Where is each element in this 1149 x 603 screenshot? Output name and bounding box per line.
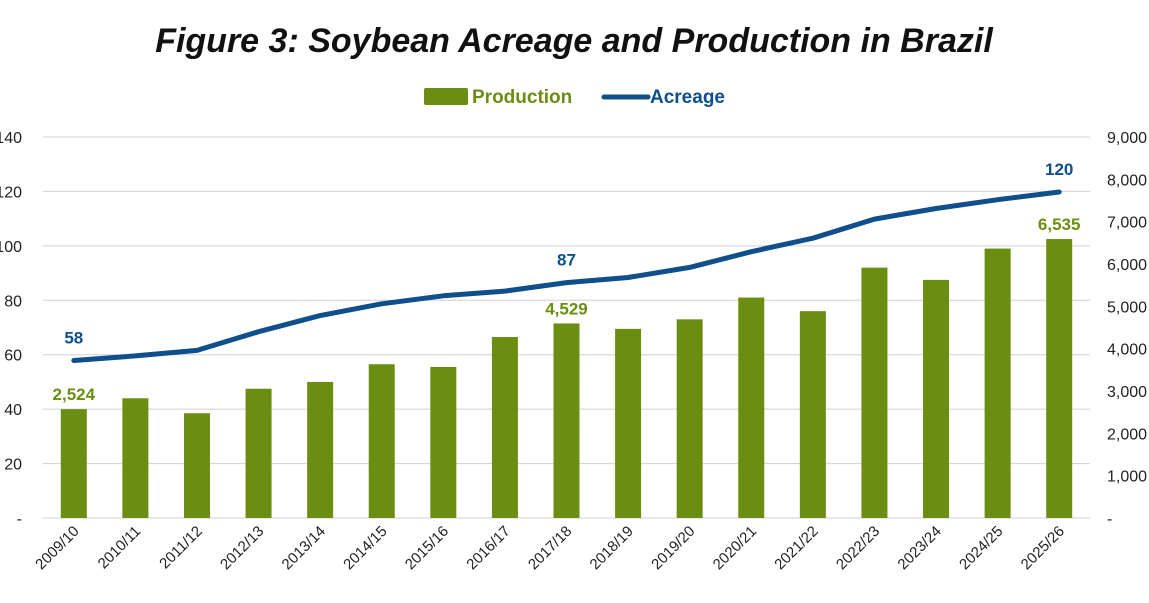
acreage-data-label: 120 xyxy=(1045,160,1073,179)
acreage-data-label: 58 xyxy=(64,329,83,348)
left-tick-label: 140 xyxy=(0,130,22,147)
production-bar xyxy=(60,409,87,518)
production-bar xyxy=(183,413,210,518)
right-tick-label: 1,000 xyxy=(1107,469,1147,486)
right-tick-label: 4,000 xyxy=(1107,342,1147,359)
right-tick-label: - xyxy=(1107,511,1112,528)
left-tick-label: 100 xyxy=(0,239,22,256)
acreage-line xyxy=(71,189,1062,363)
acreage-data-label: 87 xyxy=(557,251,576,270)
x-tick-label: 2016/17 xyxy=(463,523,513,573)
legend-production-label: Production xyxy=(472,87,572,108)
x-tick-label: 2019/20 xyxy=(648,523,698,573)
left-tick-label: - xyxy=(17,511,22,528)
production-bar xyxy=(615,328,642,518)
x-tick-label: 2023/24 xyxy=(894,523,944,573)
production-bar xyxy=(553,323,580,518)
right-tick-label: 9,000 xyxy=(1107,130,1147,147)
production-bar xyxy=(245,388,272,518)
production-bar xyxy=(923,279,950,518)
left-tick-label: 60 xyxy=(4,348,22,365)
chart-title: Figure 3: Soybean Acreage and Production… xyxy=(155,22,994,60)
right-tick-label: 6,000 xyxy=(1107,257,1147,274)
production-bar xyxy=(861,267,888,518)
x-tick-label: 2012/13 xyxy=(217,523,267,573)
x-tick-label: 2011/12 xyxy=(156,523,206,573)
left-tick-label: 20 xyxy=(4,457,22,474)
right-axis: - 1,000 2,000 3,000 4,000 5,000 6,000 7,000 8,00… xyxy=(1107,130,1147,528)
production-data-label: 4,529 xyxy=(545,299,588,318)
production-bar xyxy=(368,364,395,518)
x-tick-label: 2017/18 xyxy=(525,523,575,573)
production-bar xyxy=(676,319,703,518)
right-tick-label: 2,000 xyxy=(1107,426,1147,443)
production-bar xyxy=(984,248,1011,519)
x-tick-label: 2013/14 xyxy=(279,523,329,573)
x-tick-label: 2024/25 xyxy=(956,523,1006,573)
left-axis: - 20 40 60 80 100 120 140 xyxy=(0,130,22,528)
production-bar xyxy=(430,366,457,518)
right-tick-label: 7,000 xyxy=(1107,215,1147,232)
production-bar xyxy=(738,297,765,518)
production-bar xyxy=(799,311,826,518)
production-data-label: 2,524 xyxy=(53,385,96,404)
x-tick-label: 2020/21 xyxy=(710,523,760,573)
x-tick-label: 2021/22 xyxy=(771,523,821,573)
right-tick-label: 3,000 xyxy=(1107,384,1147,401)
left-tick-label: 120 xyxy=(0,184,22,201)
production-bar xyxy=(1046,239,1073,518)
acreage-series-line xyxy=(71,189,1062,363)
production-bar xyxy=(491,337,518,518)
right-tick-label: 5,000 xyxy=(1107,299,1147,316)
left-tick-label: 40 xyxy=(4,402,22,419)
x-tick-label: 2018/19 xyxy=(587,523,637,573)
x-tick-label: 2022/23 xyxy=(833,523,883,573)
x-tick-label: 2010/11 xyxy=(95,523,145,573)
x-tick-label: 2015/16 xyxy=(402,523,452,573)
x-tick-label: 2025/26 xyxy=(1018,523,1068,573)
production-bar xyxy=(307,381,334,518)
x-axis: 2009/10 2010/11 2011/12 2012/13 2013/14 2014/… xyxy=(32,523,1068,573)
left-tick-label: 80 xyxy=(4,293,22,310)
x-tick-label: 2014/15 xyxy=(340,523,390,573)
production-bars xyxy=(60,239,1073,519)
legend-production-swatch xyxy=(424,88,468,105)
right-tick-label: 8,000 xyxy=(1107,172,1147,189)
data-labels: 2,524 4,529 6,535 58 87 120 xyxy=(53,160,1081,404)
legend: Production Acreage xyxy=(424,87,725,108)
legend-acreage-label: Acreage xyxy=(650,87,725,108)
production-bar xyxy=(122,398,149,518)
production-data-label: 6,535 xyxy=(1038,215,1081,234)
x-tick-label: 2009/10 xyxy=(32,523,82,573)
